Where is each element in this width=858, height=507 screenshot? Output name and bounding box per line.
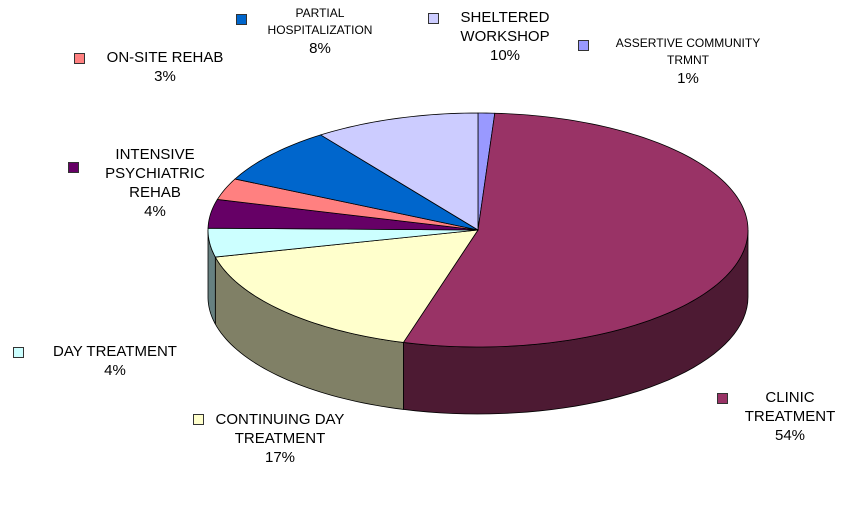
slice-label: PARTIAL HOSPITALIZATION 8% [245, 5, 395, 58]
slice [234, 134, 479, 231]
category-label: SHELTERED WORKSHOP [460, 9, 550, 45]
value-label: 54% [774, 427, 806, 444]
legend-swatch [578, 40, 589, 51]
legend-swatch [236, 14, 247, 25]
category-label: INTENSIVE PSYCHIATRIC REHAB [105, 146, 205, 201]
slice-label: DAY TREATMENT 4% [25, 342, 205, 380]
legend-swatch [428, 13, 439, 24]
value-label: 1% [677, 70, 699, 87]
category-label: CONTINUING DAY TREATMENT [215, 411, 345, 447]
slice-label: ASSERTIVE COMMUNITY TRMNT 1% [608, 35, 768, 88]
slice [402, 112, 749, 348]
category-label: CLINIC TREATMENT [744, 389, 836, 425]
value-label: 8% [309, 40, 331, 57]
slice [319, 112, 479, 231]
category-label: ON-SITE REHAB [106, 49, 224, 66]
legend-swatch [74, 53, 85, 64]
value-label: 4% [104, 362, 126, 379]
category-label: PARTIAL HOSPITALIZATION [267, 6, 373, 37]
legend-swatch [13, 347, 24, 358]
legend-swatch [68, 162, 79, 173]
slice-label: CLINIC TREATMENT 54% [725, 388, 855, 445]
slice-label: ON-SITE REHAB 3% [80, 48, 250, 86]
slice-label: INTENSIVE PSYCHIATRIC REHAB 4% [90, 145, 220, 221]
value-label: 10% [489, 47, 521, 64]
slice [207, 227, 479, 258]
slice [216, 178, 479, 231]
value-label: 3% [154, 68, 176, 85]
category-label: DAY TREATMENT [53, 343, 177, 360]
legend-swatch [193, 414, 204, 425]
category-label: ASSERTIVE COMMUNITY TRMNT [615, 36, 761, 67]
slice [214, 229, 479, 343]
value-label: 17% [264, 449, 296, 466]
slice-label: CONTINUING DAY TREATMENT 17% [205, 410, 355, 467]
slice-label: SHELTERED WORKSHOP 10% [440, 8, 570, 65]
value-label: 4% [144, 203, 166, 220]
legend-swatch [717, 393, 728, 404]
